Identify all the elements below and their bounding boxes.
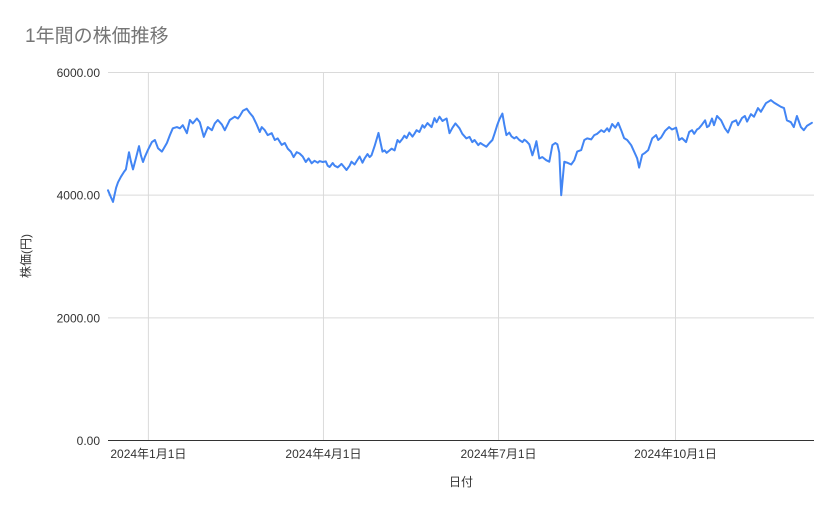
y-axis-title: 株価(円) [18,234,33,278]
stock-price-line [107,99,813,203]
chart-title: 1年間の株価推移 [25,26,169,47]
x-tick-label: 2024年1月1日 [110,447,186,461]
x-tick-label: 2024年10月1日 [634,447,717,461]
y-tick-label: 0.00 [77,434,101,448]
y-tick-label: 6000.00 [57,66,101,80]
x-tick-label: 2024年7月1日 [460,447,536,461]
x-axis-title: 日付 [449,475,473,489]
y-tick-label: 4000.00 [57,189,101,203]
y-tick-label: 2000.00 [57,311,101,325]
x-tick-label: 2024年4月1日 [285,447,361,461]
